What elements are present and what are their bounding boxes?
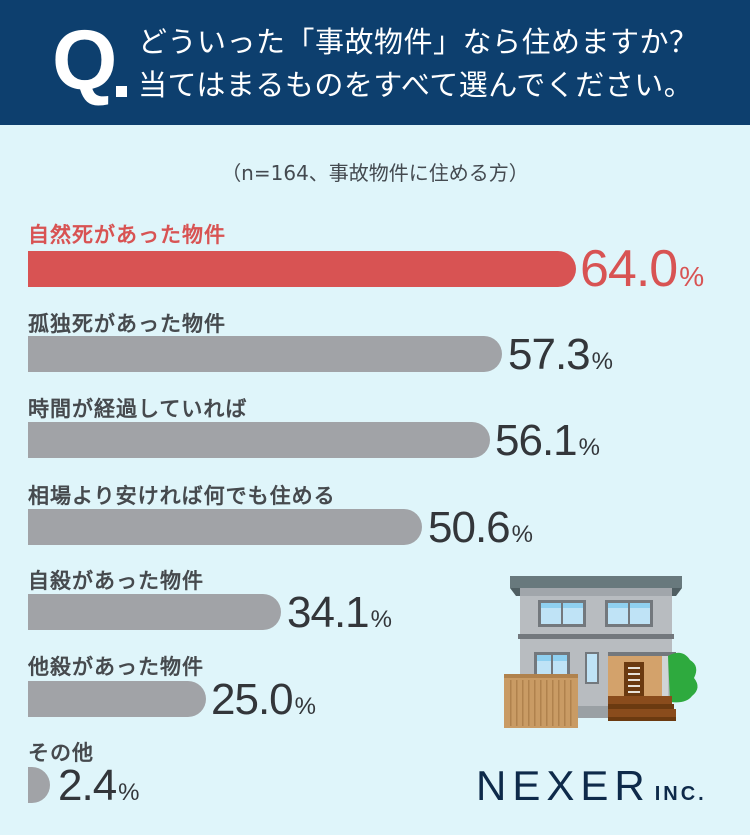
percent-sign: % — [679, 261, 705, 292]
bar-time-passed — [28, 422, 490, 458]
value-number: 34.1 — [287, 588, 370, 637]
question-line-2: 当てはまるものをすべて選んでください。 — [138, 68, 694, 102]
bar-natural-death — [28, 251, 576, 287]
value-number: 56.1 — [495, 416, 578, 465]
logo-main: NEXER — [476, 762, 651, 809]
row-label: 他殺があった物件 — [28, 655, 204, 679]
row-label: 自殺があった物件 — [28, 569, 204, 593]
bar-homicide — [28, 681, 206, 717]
q-dot — [116, 86, 127, 97]
percent-sign: % — [578, 434, 600, 461]
value-label: 64.0% — [580, 243, 704, 295]
question-line-1: どういった「事故物件」なら住めますか？ — [138, 25, 699, 59]
value-label: 25.0% — [211, 678, 316, 722]
value-label: 34.1% — [287, 591, 392, 635]
percent-sign: % — [294, 693, 316, 720]
value-number: 50.6 — [428, 503, 511, 552]
row-label: 相場より安ければ何でも住める — [28, 484, 336, 508]
value-label: 2.4% — [58, 764, 140, 808]
bar-suicide — [28, 594, 281, 630]
value-label: 57.3% — [508, 333, 613, 377]
q-mark: Q — [52, 13, 117, 107]
percent-sign: % — [511, 521, 533, 548]
value-number: 57.3 — [508, 330, 591, 379]
sample-note: （n=164、事故物件に住める方） — [221, 161, 529, 185]
row-label: その他 — [28, 741, 94, 765]
bar-cheap-anything — [28, 509, 422, 545]
nexer-logo: NEXER INC. — [476, 762, 707, 810]
row-label: 時間が経過していれば — [28, 397, 248, 421]
percent-sign: % — [118, 779, 140, 806]
value-label: 50.6% — [428, 506, 533, 550]
question-header: Q どういった「事故物件」なら住めますか？ 当てはまるものをすべて選んでください… — [0, 0, 750, 125]
value-number: 2.4 — [58, 761, 117, 810]
value-number: 64.0 — [580, 240, 678, 298]
house-illustration — [504, 576, 698, 728]
percent-sign: % — [591, 348, 613, 375]
value-number: 25.0 — [211, 675, 294, 724]
logo-sub: INC. — [654, 783, 707, 805]
bar-other — [28, 767, 50, 803]
percent-sign: % — [370, 606, 392, 633]
bar-solitary-death — [28, 336, 502, 372]
row-label: 孤独死があった物件 — [28, 312, 226, 336]
value-label: 56.1% — [495, 419, 600, 463]
row-label: 自然死があった物件 — [28, 223, 226, 247]
